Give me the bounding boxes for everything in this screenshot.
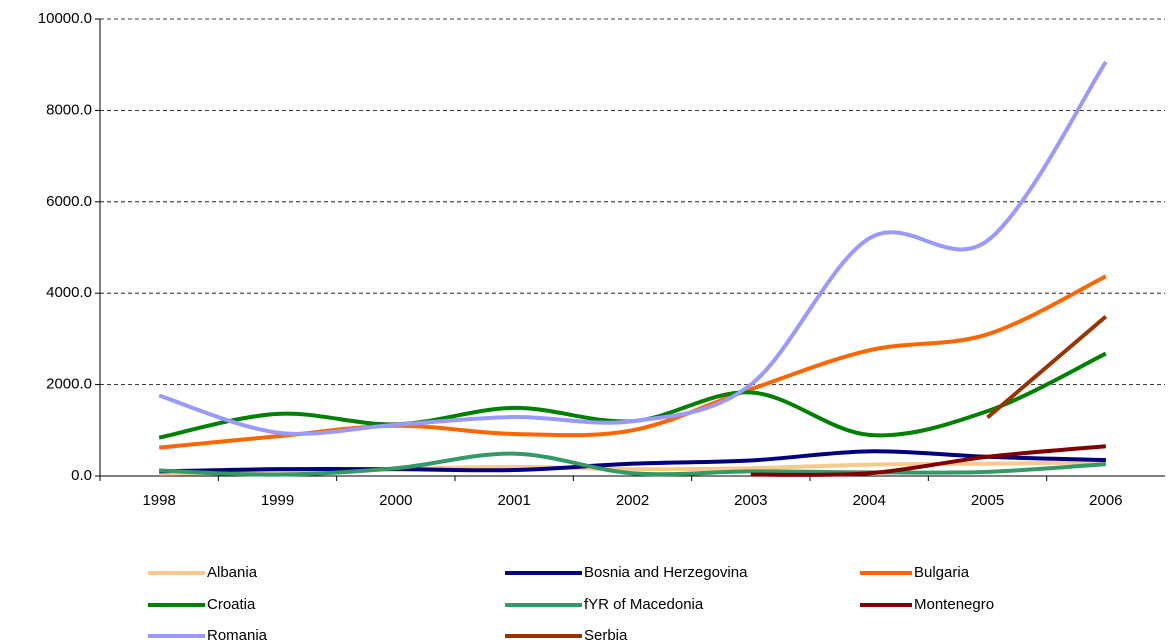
y-tick-label: 0.0 bbox=[71, 467, 92, 484]
x-tick-label: 2000 bbox=[379, 492, 412, 509]
series-line bbox=[159, 451, 1106, 477]
x-tick-label: 1999 bbox=[261, 492, 294, 509]
y-tick-label: 8000.0 bbox=[46, 101, 92, 118]
x-tick-label: 1998 bbox=[142, 492, 175, 509]
y-tick-label: 10000.0 bbox=[38, 10, 92, 27]
legend-label: Montenegro bbox=[914, 596, 994, 613]
y-tick-label: 2000.0 bbox=[46, 376, 92, 393]
series-line bbox=[159, 449, 1106, 474]
x-tick-label: 2005 bbox=[971, 492, 1004, 509]
series-line bbox=[986, 314, 1108, 420]
legend-label: Serbia bbox=[584, 627, 628, 644]
legend-label: Bosnia and Herzegovina bbox=[584, 564, 748, 581]
x-tick-label: 2001 bbox=[497, 492, 530, 509]
y-tick-label: 6000.0 bbox=[46, 193, 92, 210]
x-tick-label: 2002 bbox=[616, 492, 649, 509]
legend-label: Bulgaria bbox=[914, 564, 970, 581]
y-tick-label: 4000.0 bbox=[46, 284, 92, 301]
series-line bbox=[750, 444, 1107, 477]
legend-label: Romania bbox=[207, 627, 268, 644]
series-line bbox=[158, 60, 1108, 436]
series-line bbox=[158, 351, 1107, 440]
x-tick-label: 2006 bbox=[1089, 492, 1122, 509]
legend-label: Croatia bbox=[207, 596, 256, 613]
legend-label: fYR of Macedonia bbox=[584, 596, 704, 613]
x-tick-label: 2004 bbox=[852, 492, 885, 509]
x-tick-label: 2003 bbox=[734, 492, 767, 509]
legend-label: Albania bbox=[207, 564, 258, 581]
